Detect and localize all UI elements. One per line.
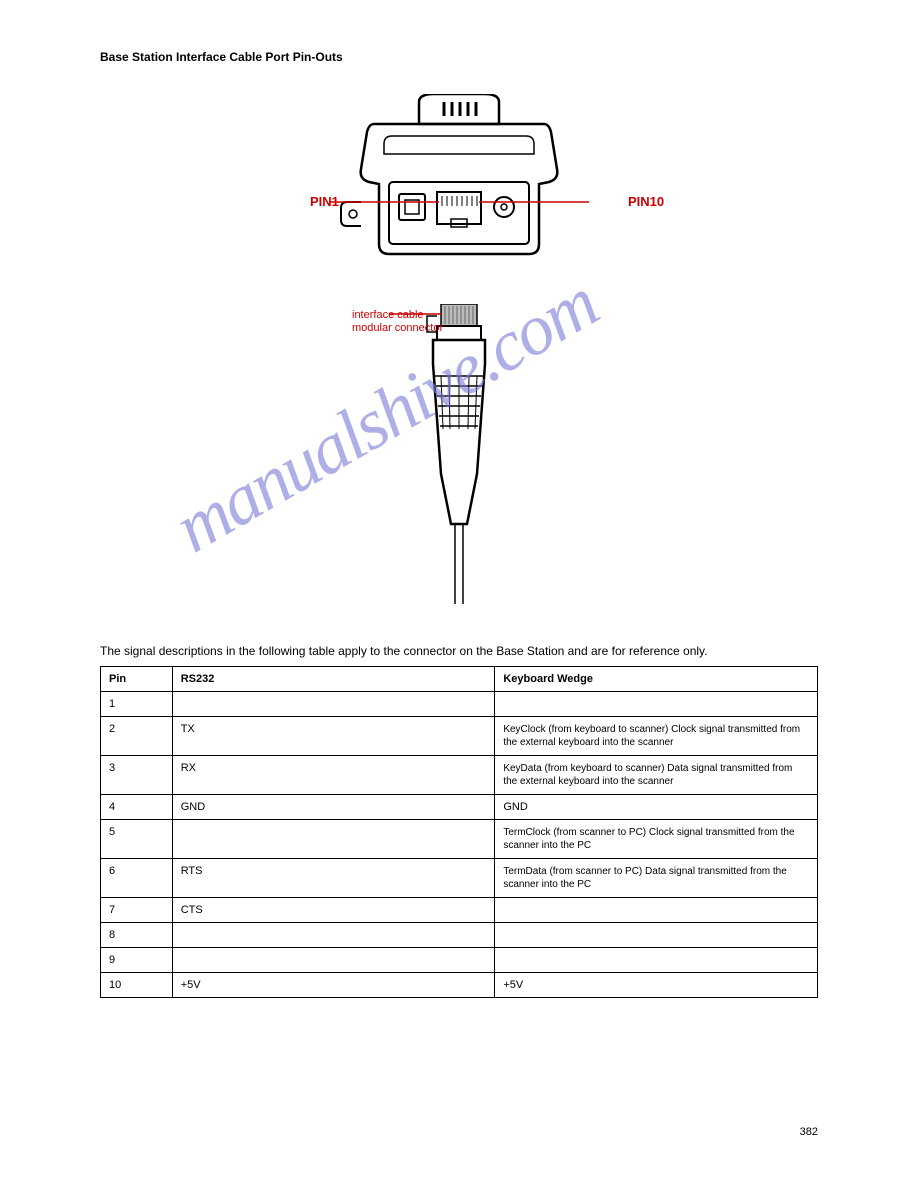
- cell: +5V: [495, 973, 818, 998]
- col-header-pin: Pin: [101, 667, 173, 692]
- cell: 2: [101, 717, 173, 756]
- cell: TX: [172, 717, 495, 756]
- pin1-label: PIN1: [310, 194, 339, 209]
- table-row: 1: [101, 692, 818, 717]
- cable-label-line1: interface cable: [352, 309, 424, 321]
- watermark: manualshive.com: [161, 262, 611, 570]
- cell: RX: [172, 756, 495, 795]
- device-cradle-diagram: [299, 94, 619, 294]
- diagram-area: PIN1 PIN10 interface: [100, 94, 818, 614]
- cell: [172, 692, 495, 717]
- cable-connector-label: interface cable modular connector: [352, 309, 443, 335]
- table-row: 5 TermClock (from scanner to PC) Clock s…: [101, 820, 818, 859]
- pinout-table: Pin RS232 Keyboard Wedge 1 2 TX KeyClock…: [100, 666, 818, 998]
- cell: 1: [101, 692, 173, 717]
- cell: 8: [101, 923, 173, 948]
- cell: CTS: [172, 898, 495, 923]
- table-row: 8: [101, 923, 818, 948]
- cell: TermData (from scanner to PC) Data signa…: [495, 859, 818, 898]
- table-row: 4 GND GND: [101, 795, 818, 820]
- table-row: 7 CTS: [101, 898, 818, 923]
- cell: [172, 820, 495, 859]
- pin10-label: PIN10: [628, 194, 664, 209]
- cell: KeyData (from keyboard to scanner) Data …: [495, 756, 818, 795]
- cell: 7: [101, 898, 173, 923]
- cell: 6: [101, 859, 173, 898]
- cell: [495, 898, 818, 923]
- page-title: Base Station Interface Cable Port Pin-Ou…: [100, 50, 818, 64]
- table-row: 6 RTS TermData (from scanner to PC) Data…: [101, 859, 818, 898]
- cell: 9: [101, 948, 173, 973]
- table-row: 9: [101, 948, 818, 973]
- cell: [172, 923, 495, 948]
- cell: TermClock (from scanner to PC) Clock sig…: [495, 820, 818, 859]
- cable-connector-diagram: [389, 304, 529, 604]
- cable-label-line2: modular connector: [352, 322, 443, 334]
- cell: 10: [101, 973, 173, 998]
- col-header-rs232: RS232: [172, 667, 495, 692]
- cell: [495, 692, 818, 717]
- cell: [495, 923, 818, 948]
- cell: 4: [101, 795, 173, 820]
- cell: +5V: [172, 973, 495, 998]
- cell: KeyClock (from keyboard to scanner) Cloc…: [495, 717, 818, 756]
- table-row: 10 +5V +5V: [101, 973, 818, 998]
- table-row: 3 RX KeyData (from keyboard to scanner) …: [101, 756, 818, 795]
- table-row: 2 TX KeyClock (from keyboard to scanner)…: [101, 717, 818, 756]
- cell: [495, 948, 818, 973]
- cell: RTS: [172, 859, 495, 898]
- col-header-kbw: Keyboard Wedge: [495, 667, 818, 692]
- table-intro: The signal descriptions in the following…: [100, 644, 818, 658]
- cell: [172, 948, 495, 973]
- page-number: 382: [800, 1126, 818, 1138]
- cell: GND: [495, 795, 818, 820]
- cell: 5: [101, 820, 173, 859]
- cell: GND: [172, 795, 495, 820]
- cell: 3: [101, 756, 173, 795]
